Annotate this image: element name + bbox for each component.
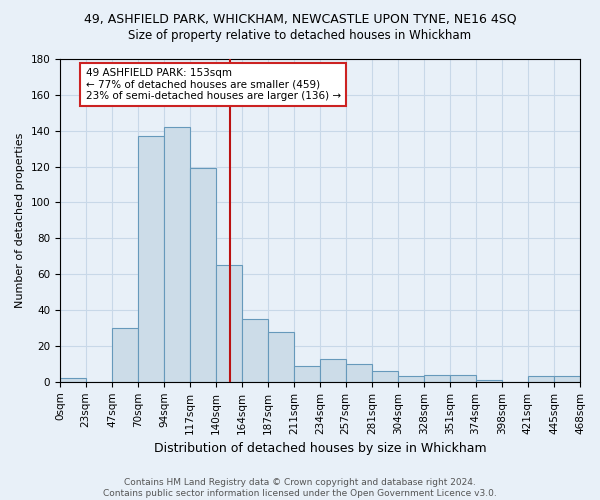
Bar: [138, 136, 164, 382]
Bar: [424, 374, 450, 382]
Bar: [346, 364, 372, 382]
Bar: [554, 376, 580, 382]
Bar: [268, 332, 295, 382]
X-axis label: Distribution of detached houses by size in Whickham: Distribution of detached houses by size …: [154, 442, 487, 455]
Bar: [320, 358, 346, 382]
Text: Contains HM Land Registry data © Crown copyright and database right 2024.
Contai: Contains HM Land Registry data © Crown c…: [103, 478, 497, 498]
Bar: [112, 328, 138, 382]
Bar: [450, 374, 476, 382]
Bar: [60, 378, 86, 382]
Bar: [476, 380, 502, 382]
Bar: [528, 376, 554, 382]
Y-axis label: Number of detached properties: Number of detached properties: [15, 132, 25, 308]
Bar: [295, 366, 320, 382]
Bar: [190, 168, 215, 382]
Text: 49, ASHFIELD PARK, WHICKHAM, NEWCASTLE UPON TYNE, NE16 4SQ: 49, ASHFIELD PARK, WHICKHAM, NEWCASTLE U…: [83, 12, 517, 26]
Bar: [215, 265, 242, 382]
Text: Size of property relative to detached houses in Whickham: Size of property relative to detached ho…: [128, 29, 472, 42]
Text: 49 ASHFIELD PARK: 153sqm
← 77% of detached houses are smaller (459)
23% of semi-: 49 ASHFIELD PARK: 153sqm ← 77% of detach…: [86, 68, 341, 101]
Bar: [164, 127, 190, 382]
Bar: [398, 376, 424, 382]
Bar: [242, 319, 268, 382]
Bar: [372, 371, 398, 382]
